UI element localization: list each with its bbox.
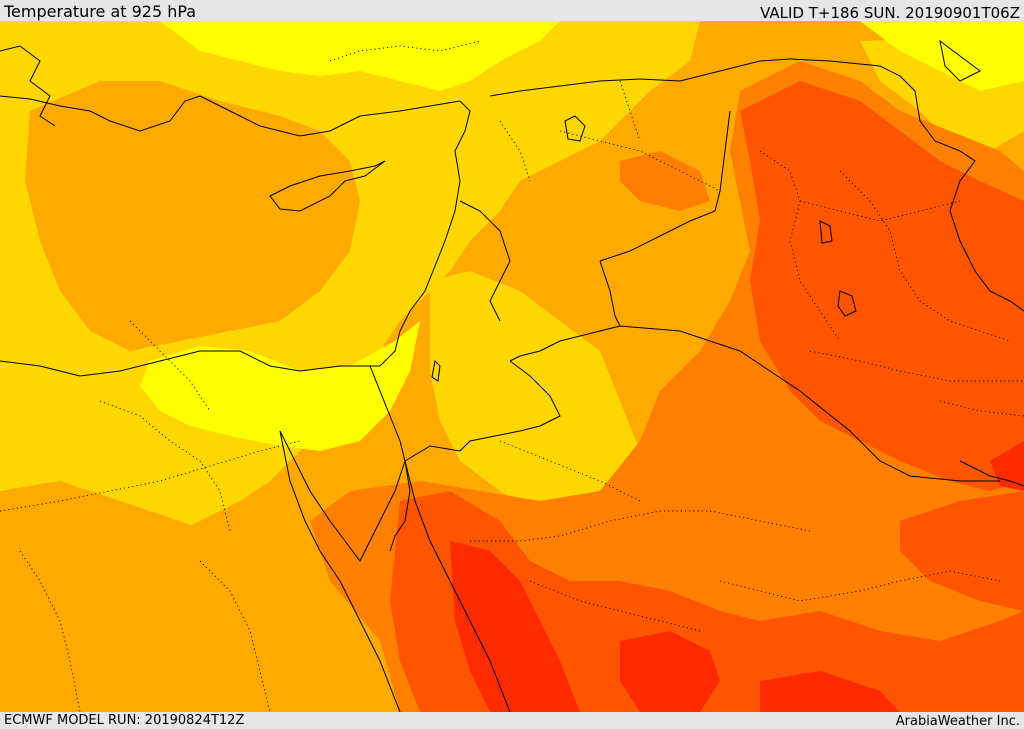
temp-band-mild-anatolia xyxy=(25,81,360,351)
temperature-field-map xyxy=(0,21,1024,712)
temp-band-hot-3 xyxy=(900,491,1024,611)
temp-band-coolest-3 xyxy=(860,21,1024,91)
model-run-label: ECMWF MODEL RUN: 20190824T12Z xyxy=(4,713,245,728)
temp-band-coolest-2 xyxy=(140,321,420,451)
temp-band-warm-2 xyxy=(620,151,710,211)
footer-bar: ECMWF MODEL RUN: 20190824T12Z ArabiaWeat… xyxy=(0,712,1024,729)
temp-band-hottest-2 xyxy=(620,631,720,712)
temp-band-mild-egypt xyxy=(0,481,320,712)
temp-band-hottest-3 xyxy=(760,671,900,712)
temp-band-coolest xyxy=(160,21,560,91)
province-boundaries xyxy=(0,40,1024,712)
header-bar: Temperature at 925 hPa VALID T+186 SUN. … xyxy=(0,0,1024,21)
lakes xyxy=(431,115,857,382)
valid-time: VALID T+186 SUN. 20190901T06Z xyxy=(760,4,1020,22)
temp-band-hot-2 xyxy=(740,81,1024,491)
credit-label: ArabiaWeather Inc. xyxy=(895,714,1020,729)
temp-band-cool-2 xyxy=(430,271,640,521)
country-borders xyxy=(369,58,1024,482)
coastlines xyxy=(0,39,1024,712)
map-canvas xyxy=(0,21,1024,712)
temp-band-hottest xyxy=(450,541,580,712)
map-title: Temperature at 925 hPa xyxy=(4,2,197,21)
